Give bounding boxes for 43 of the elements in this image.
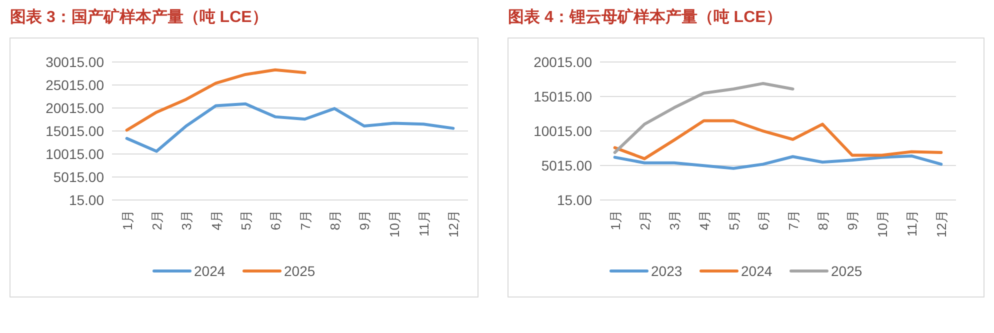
x-tick-label: 4月 — [696, 210, 712, 230]
y-tick-label: 15015.00 — [46, 123, 104, 139]
x-tick-label: 10月 — [874, 210, 890, 238]
x-tick-label: 10月 — [386, 210, 402, 238]
x-tick-label: 11月 — [416, 210, 432, 236]
x-tick-label: 7月 — [298, 210, 313, 230]
y-tick-label: 15015.00 — [534, 88, 592, 104]
x-tick-label: 6月 — [756, 210, 772, 230]
y-tick-label: 10015.00 — [46, 146, 104, 162]
x-tick-label: 1月 — [120, 210, 135, 230]
y-tick-label: 5015.00 — [53, 169, 104, 185]
legend-label: 2025 — [284, 263, 316, 279]
x-tick-label: 12月 — [934, 210, 950, 238]
y-tick-label: 25015.00 — [46, 77, 104, 93]
x-tick-label: 3月 — [179, 210, 194, 230]
x-tick-label: 7月 — [786, 210, 801, 230]
x-tick-label: 11月 — [904, 210, 920, 236]
legend-label: 2025 — [831, 263, 862, 279]
y-tick-label: 5015.00 — [541, 158, 592, 174]
y-tick-label: 10015.00 — [534, 123, 592, 139]
x-tick-label: 2月 — [150, 210, 164, 230]
y-tick-label: 30015.00 — [46, 54, 104, 70]
y-tick-label: 20015.00 — [534, 54, 592, 70]
x-tick-label: 5月 — [238, 210, 254, 230]
legend-label: 2023 — [651, 263, 682, 279]
x-tick-label: 1月 — [608, 210, 623, 230]
chart-title: 图表 4：锂云母矿样本产量（吨 LCE） — [508, 8, 782, 26]
x-tick-label: 2月 — [638, 210, 652, 230]
x-tick-label: 9月 — [357, 210, 372, 230]
chart-title: 图表 3：国产矿样本产量（吨 LCE） — [10, 8, 268, 26]
x-tick-label: 4月 — [208, 210, 224, 230]
legend-label: 2024 — [741, 263, 772, 279]
x-tick-label: 3月 — [667, 210, 682, 230]
y-tick-label: 15.00 — [556, 192, 592, 208]
x-tick-label: 5月 — [726, 210, 742, 230]
x-tick-label: 6月 — [268, 210, 284, 230]
x-tick-label: 9月 — [845, 210, 860, 230]
x-tick-label: 8月 — [328, 210, 342, 230]
y-tick-label: 20015.00 — [46, 100, 104, 116]
x-tick-label: 12月 — [446, 210, 462, 238]
y-tick-label: 15.00 — [68, 192, 104, 208]
x-tick-label: 8月 — [816, 210, 830, 230]
legend-label: 2024 — [194, 263, 226, 279]
